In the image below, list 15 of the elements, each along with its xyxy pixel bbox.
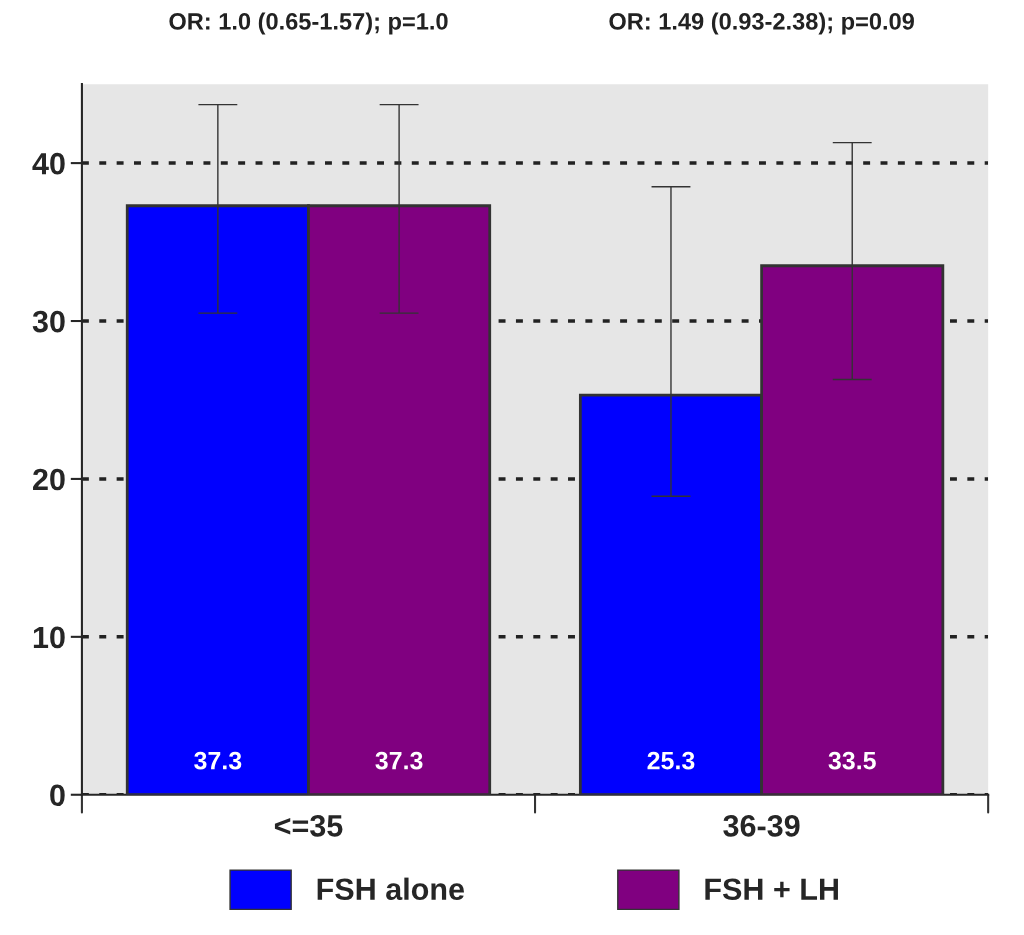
y-tick-label: 0 <box>50 784 65 807</box>
y-tick-label: 30 <box>32 310 65 333</box>
y-tick-label: 40 <box>32 152 65 175</box>
x-tick-label: 36-39 <box>723 815 800 837</box>
data-label: 33.5 <box>828 751 876 770</box>
x-tick-label: <=35 <box>274 815 343 837</box>
data-label: 37.3 <box>375 751 423 770</box>
legend-label: FSH alone <box>317 877 464 901</box>
data-label: 25.3 <box>647 751 695 770</box>
y-tick-label: 20 <box>33 468 65 491</box>
data-label: 37.3 <box>194 751 242 770</box>
text: OR: 1.0 (0.65-1.57); p=1.0 <box>169 12 448 35</box>
y-tick-label: 10 <box>33 626 65 649</box>
text: OR: 1.49 (0.93-2.38); p=0.09 <box>609 12 914 35</box>
legend-label: FSH + LH <box>705 878 838 901</box>
